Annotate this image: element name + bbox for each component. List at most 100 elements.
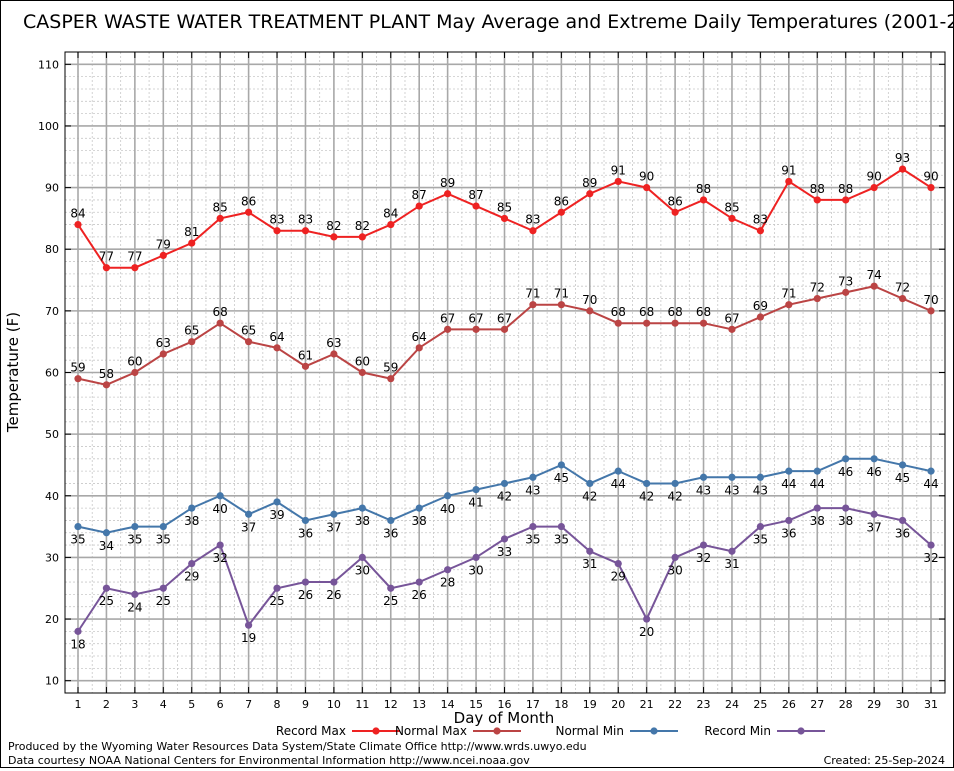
record-min-data-label: 20 [639,625,654,639]
record-min-data-label: 25 [99,594,114,608]
record-max-data-label: 82 [326,219,341,233]
normal-max-data-label: 68 [696,305,711,319]
record-min-point [870,510,878,518]
record-max-point [842,196,850,204]
record-min-data-label: 36 [895,526,910,540]
footer-produced-by: Produced by the Wyoming Water Resources … [8,740,587,753]
record-max-data-label: 88 [696,182,711,196]
record-max-point [159,251,167,259]
normal-min-point [358,504,366,512]
normal-max-data-label: 73 [838,274,853,288]
record-min-point [586,547,594,555]
normal-max-point [500,325,509,333]
normal-max-point [699,319,708,327]
normal-min-data-label: 37 [326,520,341,534]
record-min-point [188,559,196,568]
normal-max-data-label: 63 [156,336,171,350]
record-max-data-label: 84 [383,207,398,221]
record-max-data-label: 93 [895,151,910,165]
normal-min-point [444,492,452,500]
record-max-point [74,220,82,229]
normal-min-data-label: 38 [355,514,370,528]
x-tick-label: 17 [526,698,540,711]
normal-min-point [273,498,281,506]
normal-min-data-label: 36 [298,526,313,540]
normal-min-point [870,455,878,463]
record-min-data-label: 30 [355,563,370,577]
record-min-point [358,553,366,562]
x-tick-label: 23 [697,698,711,711]
record-max-point [643,183,651,192]
normal-min-point [415,504,423,512]
record-max-point [444,190,452,198]
record-max-data-label: 90 [923,170,938,184]
record-max-data-label: 87 [468,188,483,202]
normal-max-point [614,319,622,327]
record-max-point [586,190,594,198]
normal-min-point [756,473,765,481]
normal-max-point [756,313,765,321]
normal-max-point [472,325,480,333]
x-tick-label: 7 [245,698,252,711]
record-min-point [557,522,565,531]
record-max-point [785,177,793,186]
record-min-data-label: 24 [127,600,142,614]
normal-min-data-label: 35 [156,533,171,547]
normal-max-point [387,375,395,383]
normal-max-data-label: 60 [127,355,142,369]
x-tick-label: 27 [810,698,824,711]
record-max-point [813,196,821,204]
record-min-point [756,522,765,531]
legend-label-record-min: Record Min [704,724,771,738]
normal-max-data-label: 68 [667,305,682,319]
record-min-point [301,578,310,586]
record-min-data-label: 38 [838,514,853,528]
normal-max-point [898,294,907,303]
y-axis-ticks: 10 20 30 40 50 60 70 80 90 100 110 [38,58,945,688]
x-tick-label: 11 [355,698,369,711]
normal-max-point [245,338,253,346]
record-min-point [74,627,82,635]
x-tick-label: 15 [469,698,483,711]
x-tick-label: 29 [867,698,881,711]
normal-max-data-label: 67 [497,311,512,325]
x-tick-label: 20 [611,698,625,711]
normal-min-point [301,516,310,525]
normal-max-data-label: 67 [724,311,739,325]
record-min-point [245,621,253,629]
record-min-point [159,584,167,592]
normal-min-point [500,479,509,488]
x-tick-label: 24 [725,698,739,711]
normal-min-point [159,522,167,531]
normal-min-data-label: 45 [554,471,569,485]
normal-min-data-label: 46 [838,465,853,479]
record-max-data-label: 90 [866,170,881,184]
legend-marker-normal-min [650,727,658,735]
record-max-point [301,227,310,235]
normal-min-point [586,479,594,488]
x-tick-label: 14 [441,698,455,711]
normal-max-data-label: 60 [355,355,370,369]
normal-min-point [898,461,907,469]
normal-max-point [870,282,878,290]
normal-max-data-label: 67 [440,311,455,325]
normal-min-point [131,522,139,531]
normal-min-point [643,479,651,488]
series-layer: 84 77 77 79 81 85 86 83 83 82 82 84 87 89 87 85 83 86 89 91… [70,151,938,651]
y-tick-label: 100 [38,120,59,133]
record-min-point [728,547,736,555]
record-min-point [330,578,338,586]
record-max-data-label: 91 [611,163,626,177]
record-min-point [216,541,224,549]
record-max-data-label: 90 [639,170,654,184]
record-max-data-label: 85 [497,200,512,214]
record-max-data-label: 81 [184,225,199,239]
normal-max-point [529,301,537,309]
normal-max-data-label: 74 [866,268,881,282]
legend-label-normal-min: Normal Min [555,724,624,738]
normal-min-point [330,510,338,518]
record-max-data-label: 79 [156,237,171,251]
record-max-point [699,196,708,204]
legend-marker-record-max [372,727,380,735]
